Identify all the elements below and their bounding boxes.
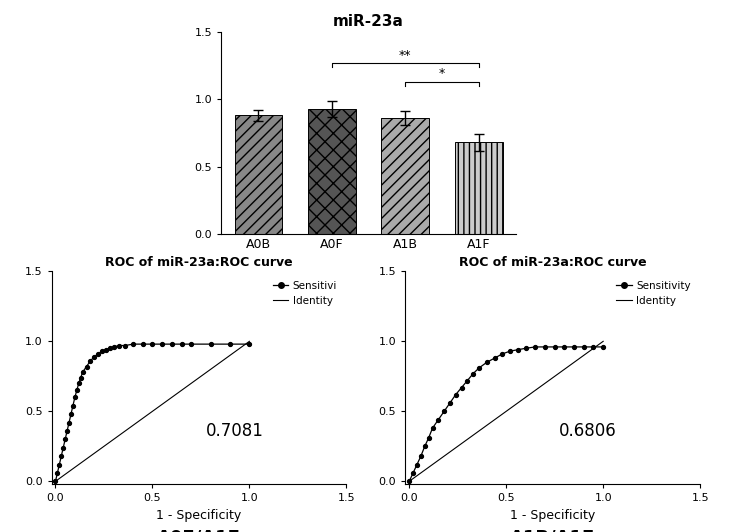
Bar bbox=[234, 115, 282, 234]
X-axis label: 1 - Specificity: 1 - Specificity bbox=[510, 509, 595, 522]
Text: **: ** bbox=[399, 48, 411, 62]
Title: ROC of miR-23a:ROC curve: ROC of miR-23a:ROC curve bbox=[105, 256, 293, 269]
Text: A1B/A1F: A1B/A1F bbox=[510, 528, 595, 532]
Bar bbox=[455, 143, 503, 234]
Legend: Sensitivi, Identity: Sensitivi, Identity bbox=[269, 277, 341, 310]
Title: ROC of miR-23a:ROC curve: ROC of miR-23a:ROC curve bbox=[459, 256, 646, 269]
Bar bbox=[381, 118, 429, 234]
Text: *: * bbox=[439, 68, 445, 80]
Legend: Sensitivity, Identity: Sensitivity, Identity bbox=[612, 277, 695, 310]
Title: miR-23a: miR-23a bbox=[333, 14, 404, 29]
Text: A0F/A1F: A0F/A1F bbox=[157, 528, 241, 532]
Text: 0.6806: 0.6806 bbox=[559, 422, 617, 440]
X-axis label: 1 - Specificity: 1 - Specificity bbox=[156, 509, 242, 522]
Text: 0.7081: 0.7081 bbox=[206, 422, 263, 440]
Bar bbox=[308, 109, 356, 234]
